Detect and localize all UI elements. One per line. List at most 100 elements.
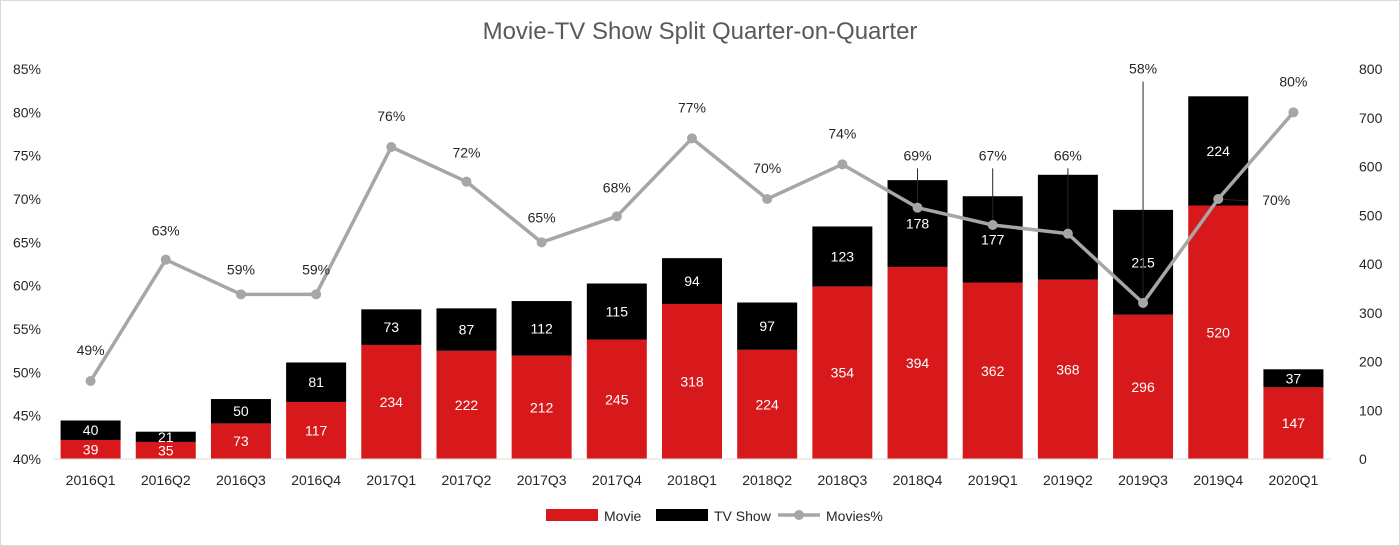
tv-show-value-label: 40 [83,422,99,438]
movies-pct-value-label: 69% [904,147,932,163]
movies-pct-value-label: 70% [1262,192,1290,208]
movies-pct-value-label: 68% [603,179,631,195]
movie-value-label: 39 [83,441,99,457]
movie-bar [60,439,121,459]
tv-show-bar [210,399,271,424]
tv-show-value-label: 97 [759,318,775,334]
movie-bar [737,349,798,459]
tv-show-bar [1188,96,1249,206]
movie-bar [436,350,497,459]
movies-pct-marker [311,289,322,300]
legend-marker-movies-pct [794,510,804,520]
movie-value-label: 73 [233,433,249,449]
tv-show-bar [737,302,798,350]
x-axis-tick-label: 2017Q2 [442,472,492,488]
movies-pct-value-label: 74% [828,125,856,141]
x-axis-tick-label: 2016Q3 [216,472,266,488]
movies-pct-value-label: 49% [77,342,105,358]
tv-show-bar [586,283,647,340]
x-axis-tick-label: 2017Q4 [592,472,642,488]
movies-pct-marker [912,202,923,213]
movies-pct-marker [1062,228,1073,239]
tv-show-value-label: 81 [308,374,324,390]
movie-bar [361,344,422,459]
movie-bar [962,282,1023,459]
movie-bar [210,423,271,459]
movie-value-label: 318 [680,373,704,389]
x-axis-tick-label: 2020Q1 [1268,472,1318,488]
movie-value-label: 117 [305,422,328,438]
movie-bar [1188,205,1249,459]
tv-show-bar [662,258,722,304]
movies-pct-marker [536,237,547,248]
movies-pct-marker [235,289,246,300]
legend-label-tv-show: TV Show [714,508,772,524]
x-axis-tick-label: 2018Q4 [893,472,943,488]
right-axis-tick-label: 800 [1359,61,1383,77]
right-axis-tick-label: 400 [1359,256,1383,272]
movie-bar [662,303,722,459]
movie-bar [511,355,572,459]
right-axis-tick-label: 600 [1359,159,1383,175]
tv-show-bar [135,431,196,442]
movies-pct-value-label: 59% [227,261,255,277]
tv-show-value-label: 177 [981,231,1005,247]
right-axis-tick-label: 500 [1359,207,1383,223]
right-axis-tick-label: 200 [1359,354,1383,370]
movies-pct-value-label: 72% [452,145,480,161]
movies-pct-marker [987,220,998,230]
tv-show-value-label: 224 [1207,143,1231,159]
x-axis-tick-label: 2019Q3 [1118,472,1168,488]
left-axis-tick-label: 70% [13,191,41,207]
x-axis-tick-label: 2018Q2 [742,472,792,488]
tv-show-bar [60,420,121,440]
movie-value-label: 362 [981,363,1005,379]
movies-pct-value-label: 59% [302,261,330,277]
movies-pct-marker [85,376,96,386]
movies-pct-marker [687,133,697,144]
movie-value-label: 35 [158,442,174,458]
x-axis-tick-label: 2019Q4 [1193,472,1243,488]
movie-bar [887,266,948,459]
left-axis-tick-label: 75% [13,148,41,164]
tv-show-value-label: 21 [158,429,174,445]
movie-bar [812,286,873,459]
right-axis-tick-label: 700 [1359,110,1383,126]
left-axis-tick-label: 40% [13,451,41,467]
right-axis-tick-label: 300 [1359,305,1383,321]
left-axis-tick-label: 60% [13,278,41,294]
movie-value-label: 222 [455,397,479,413]
right-axis-tick-label: 0 [1359,451,1367,467]
movie-bar [1037,279,1098,459]
movies-pct-value-label: 77% [678,99,706,115]
legend-swatch-movie [546,509,598,521]
movies-pct-value-label: 66% [1054,147,1082,163]
tv-show-bar [436,308,497,351]
movies-pct-value-label: 65% [528,209,556,225]
movies-pct-marker [1213,194,1224,204]
legend-label-movies-pct: Movies% [826,508,883,524]
movies-pct-marker [1138,298,1149,308]
movie-value-label: 234 [380,394,404,410]
movies-pct-value-label: 67% [979,147,1007,163]
movies-pct-line-layer: 49% 63% 59% 59% 76% 72% 65% 68% 77% 70% 74% 69% 67% 6… [77,61,1307,386]
tv-show-value-label: 94 [684,273,700,289]
movie-bar [135,441,196,459]
movie-value-label: 520 [1207,324,1231,340]
movie-value-label: 394 [906,355,930,371]
movie-bar [1113,314,1174,459]
movies-pct-value-label: 70% [753,160,781,176]
tv-show-value-label: 37 [1286,370,1302,386]
legend-label-movie: Movie [604,508,642,524]
data-label-leader-line [1218,198,1249,202]
tv-show-value-label: 73 [384,319,400,335]
left-axis-tick-label: 55% [13,321,41,337]
left-axis-tick-label: 65% [13,234,41,250]
tv-show-value-label: 112 [530,320,553,336]
x-axis-tick-label: 2017Q3 [517,472,567,488]
movie-bar [1263,387,1324,459]
tv-show-value-label: 87 [459,322,475,338]
